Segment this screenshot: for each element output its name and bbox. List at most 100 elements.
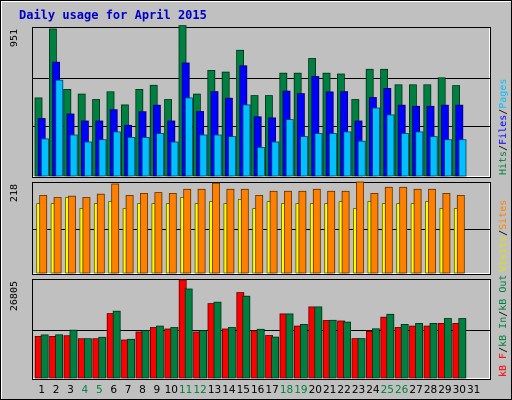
legend-entry: Pages — [498, 79, 509, 109]
series-legend-vertical: Visits/Sites — [498, 200, 509, 272]
bar-sites — [197, 188, 206, 274]
bar-sites — [312, 188, 321, 274]
bar-kb-out — [458, 318, 467, 379]
bar-pages — [228, 136, 237, 177]
bar-kb-out — [127, 338, 135, 379]
x-tick-label: 31 — [467, 384, 480, 396]
bar-kb-out — [242, 295, 251, 379]
bar-kb-out — [328, 319, 337, 379]
bar-sites — [39, 194, 48, 274]
bar-sites — [96, 193, 105, 274]
x-tick-label: 25 — [381, 384, 394, 396]
bar-kb-out — [299, 323, 308, 379]
bar-sites — [456, 194, 465, 274]
bar-sites — [154, 192, 163, 274]
x-tick-label: 17 — [265, 384, 278, 396]
bar-pages — [343, 131, 352, 177]
x-tick-label: 24 — [366, 384, 380, 396]
bar-pages — [285, 119, 294, 177]
bar-kb-out — [357, 338, 366, 379]
bar-pages — [141, 136, 150, 177]
bar-sites — [428, 188, 436, 274]
bar-sites — [82, 197, 91, 274]
bar-kb-out — [155, 325, 164, 379]
bar-sites — [212, 182, 220, 274]
bar-sites — [240, 188, 249, 274]
bar-sites — [269, 190, 278, 274]
bar-kb-out — [256, 328, 265, 379]
bar-sites — [298, 190, 307, 274]
bar-sites — [341, 190, 350, 274]
bar-kb-out — [343, 321, 352, 379]
panel-visits: 218 Visits/Sites — [9, 181, 509, 275]
bar-pages — [256, 146, 265, 177]
bar-kb-out — [170, 327, 179, 379]
legend-entry: / — [498, 109, 509, 115]
bar-pages — [357, 140, 366, 177]
bar-kb-out — [386, 313, 395, 379]
bar-kb-out — [371, 328, 380, 379]
x-tick-label: 5 — [96, 384, 103, 396]
bar-pages — [372, 107, 381, 177]
x-tick-label: 16 — [251, 384, 265, 396]
x-tick-label: 3 — [67, 384, 74, 396]
bar-pages — [127, 136, 136, 177]
bar-pages — [184, 97, 193, 177]
y-axis-max-label: 218 — [9, 184, 20, 202]
x-tick-label: 13 — [208, 384, 221, 396]
bar-kb-out — [55, 334, 63, 379]
bar-kb-out — [112, 310, 121, 379]
x-tick-label: 29 — [438, 384, 451, 396]
bar-pages — [314, 133, 323, 177]
bar-sites — [125, 194, 134, 274]
x-tick-label: 27 — [409, 384, 422, 396]
x-tick-label: 1 — [38, 384, 45, 396]
bar-kb-out — [285, 313, 294, 379]
bar-sites — [68, 195, 76, 274]
bar-pages — [41, 138, 49, 177]
bar-pages — [213, 134, 222, 177]
bar-sites — [255, 194, 264, 274]
bar-sites — [183, 188, 192, 274]
bar-kb-out — [84, 338, 92, 379]
bar-kb-out — [69, 329, 78, 379]
bar-pages — [444, 139, 453, 177]
bar-kb-out — [213, 301, 222, 379]
bar-kb-out — [184, 288, 193, 379]
bar-kb-out — [271, 336, 280, 379]
bar-sites — [370, 192, 379, 274]
x-tick-label: 8 — [139, 384, 146, 396]
x-tick-label: 23 — [352, 384, 365, 396]
bar-pages — [415, 131, 424, 177]
bar-kb-out — [40, 334, 49, 379]
bar-sites — [384, 186, 393, 274]
bar-sites — [140, 192, 148, 274]
bar-pages — [328, 133, 337, 177]
legend-entry: Hits — [498, 151, 509, 175]
x-tick-label: 9 — [154, 384, 161, 396]
bar-sites — [284, 190, 292, 274]
bar-sites — [327, 190, 336, 274]
bar-pages — [84, 141, 92, 177]
legend-entry: / — [498, 311, 509, 317]
x-tick-label: 2 — [53, 384, 60, 396]
legend-entry: kB Out — [498, 275, 509, 311]
x-tick-label: 12 — [193, 384, 206, 396]
legend-entry: kB F — [498, 353, 509, 377]
bar-sites — [356, 181, 364, 274]
series-legend-vertical: kB F/kB In/kB Out — [498, 275, 509, 377]
x-tick-label: 30 — [453, 384, 466, 396]
bar-kb-out — [429, 322, 438, 379]
bar-kb-out — [400, 323, 409, 379]
bar-pages — [458, 139, 467, 177]
bar-sites — [111, 183, 120, 274]
legend-entry: Visits — [498, 236, 509, 272]
x-tick-label: 26 — [395, 384, 409, 396]
bar-kb-out — [415, 322, 424, 379]
x-tick-label: 18 — [280, 384, 293, 396]
x-tick-label: 28 — [424, 384, 437, 396]
x-tick-label: 10 — [165, 384, 178, 396]
